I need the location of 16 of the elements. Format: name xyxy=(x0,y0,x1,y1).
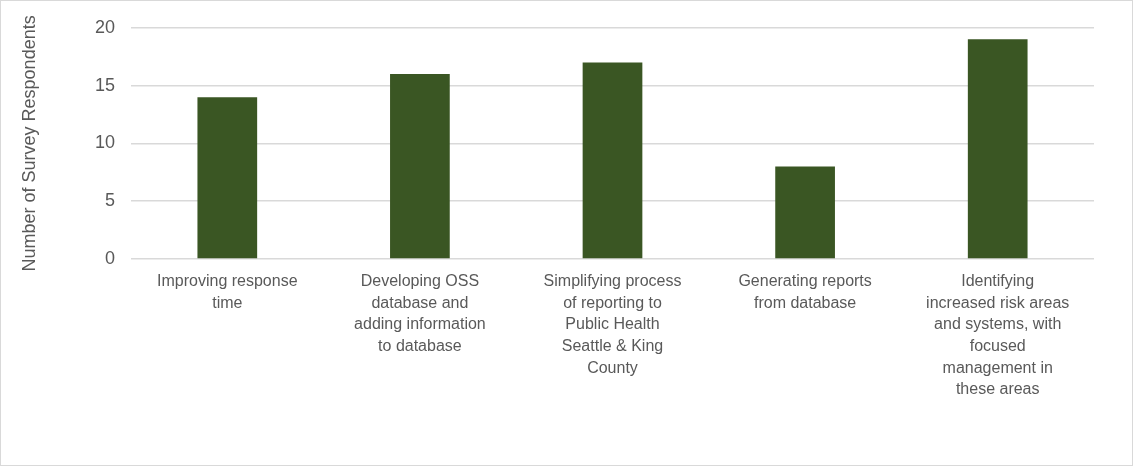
bar xyxy=(390,74,450,259)
bar xyxy=(775,166,835,259)
x-tick-label: Simplifying process of reporting to Public Health Seattle & King County xyxy=(543,272,682,376)
bar xyxy=(582,62,643,259)
bar xyxy=(967,39,1028,259)
y-tick-label: 0 xyxy=(104,247,115,268)
y-tick-label: 20 xyxy=(94,16,115,37)
y-tick-label: 10 xyxy=(94,132,115,153)
y-tick-label: 5 xyxy=(104,190,115,211)
x-tick-label: Identifying increased risk areas and systems, with focused management in these areas xyxy=(926,272,1070,398)
bar xyxy=(197,97,258,259)
x-tick-label: Developing OSS database and adding information to database xyxy=(354,272,486,355)
y-axis-title: Number of Survey Respondents xyxy=(18,15,39,272)
x-tick-label: Improving response time xyxy=(157,272,298,311)
x-tick-label: Generating reports from database xyxy=(738,272,872,311)
y-tick-label: 15 xyxy=(94,74,115,95)
